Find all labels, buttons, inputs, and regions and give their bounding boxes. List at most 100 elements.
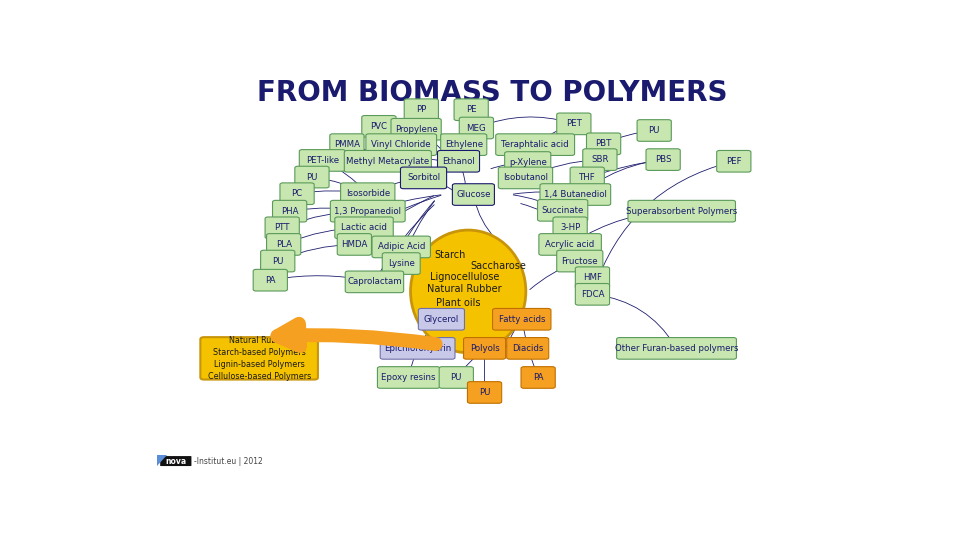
Text: PBT: PBT bbox=[595, 139, 612, 148]
FancyBboxPatch shape bbox=[616, 338, 736, 359]
FancyBboxPatch shape bbox=[439, 367, 473, 388]
FancyBboxPatch shape bbox=[380, 338, 455, 359]
FancyBboxPatch shape bbox=[280, 183, 314, 205]
Text: Vinyl Chloride: Vinyl Chloride bbox=[372, 140, 431, 149]
Text: Epoxy resins: Epoxy resins bbox=[381, 373, 436, 382]
Text: FROM BIOMASS TO POLYMERS: FROM BIOMASS TO POLYMERS bbox=[256, 79, 728, 107]
Text: PP: PP bbox=[417, 105, 426, 114]
Text: PA: PA bbox=[265, 276, 276, 285]
Text: THF: THF bbox=[579, 173, 595, 183]
FancyBboxPatch shape bbox=[646, 149, 681, 171]
Text: Lignocellulose: Lignocellulose bbox=[430, 272, 499, 282]
Text: Adipic Acid: Adipic Acid bbox=[377, 242, 425, 252]
Text: -Institut.eu | 2012: -Institut.eu | 2012 bbox=[194, 456, 263, 465]
FancyBboxPatch shape bbox=[583, 149, 617, 171]
FancyBboxPatch shape bbox=[492, 308, 551, 330]
Text: nova: nova bbox=[165, 456, 186, 465]
Text: PET-like: PET-like bbox=[306, 156, 339, 165]
Text: Fructose: Fructose bbox=[562, 256, 598, 266]
Text: Glucose: Glucose bbox=[456, 190, 491, 199]
FancyBboxPatch shape bbox=[267, 234, 300, 255]
FancyBboxPatch shape bbox=[160, 456, 191, 466]
FancyBboxPatch shape bbox=[341, 183, 395, 205]
FancyBboxPatch shape bbox=[335, 217, 394, 239]
Text: MEG: MEG bbox=[467, 124, 487, 132]
Text: Plant oils: Plant oils bbox=[436, 298, 481, 308]
FancyBboxPatch shape bbox=[273, 200, 307, 222]
Text: PMMA: PMMA bbox=[334, 140, 360, 149]
Text: PLA: PLA bbox=[276, 240, 292, 249]
FancyBboxPatch shape bbox=[637, 120, 671, 141]
Text: 1,4 Butanediol: 1,4 Butanediol bbox=[544, 190, 607, 199]
Text: PA: PA bbox=[533, 373, 543, 382]
FancyBboxPatch shape bbox=[441, 134, 487, 156]
Text: Ethanol: Ethanol bbox=[443, 157, 475, 166]
Text: Succinate: Succinate bbox=[541, 206, 584, 215]
FancyBboxPatch shape bbox=[253, 269, 287, 291]
FancyBboxPatch shape bbox=[570, 167, 605, 188]
Text: Methyl Metacrylate: Methyl Metacrylate bbox=[347, 157, 429, 166]
FancyBboxPatch shape bbox=[438, 151, 480, 172]
Text: PHA: PHA bbox=[281, 207, 299, 215]
Text: 3-HP: 3-HP bbox=[560, 224, 580, 232]
Text: Fatty acids: Fatty acids bbox=[498, 315, 545, 324]
Text: Saccharose: Saccharose bbox=[470, 261, 527, 271]
Text: Caprolactam: Caprolactam bbox=[348, 278, 402, 286]
Text: Propylene: Propylene bbox=[395, 125, 438, 134]
Text: p-Xylene: p-Xylene bbox=[509, 158, 546, 167]
FancyBboxPatch shape bbox=[538, 199, 588, 221]
Text: Ethylene: Ethylene bbox=[444, 140, 483, 149]
FancyBboxPatch shape bbox=[330, 200, 405, 222]
Text: PE: PE bbox=[466, 105, 476, 114]
FancyBboxPatch shape bbox=[260, 250, 295, 272]
FancyBboxPatch shape bbox=[454, 99, 489, 120]
FancyBboxPatch shape bbox=[337, 234, 372, 255]
Text: Natural Rubber
Starch-based Polymers
Lignin-based Polymers
Cellulose-based Polym: Natural Rubber Starch-based Polymers Lig… bbox=[207, 336, 311, 381]
FancyBboxPatch shape bbox=[587, 133, 621, 154]
FancyBboxPatch shape bbox=[498, 167, 553, 188]
FancyBboxPatch shape bbox=[557, 250, 603, 272]
Text: PU: PU bbox=[272, 256, 283, 266]
Text: Other Furan-based polymers: Other Furan-based polymers bbox=[614, 344, 738, 353]
Text: Teraphtalic acid: Teraphtalic acid bbox=[501, 140, 569, 149]
Text: PVC: PVC bbox=[371, 122, 388, 131]
FancyBboxPatch shape bbox=[495, 134, 575, 156]
FancyBboxPatch shape bbox=[391, 118, 442, 140]
Text: Diacids: Diacids bbox=[512, 344, 543, 353]
FancyBboxPatch shape bbox=[362, 116, 396, 137]
FancyBboxPatch shape bbox=[330, 134, 364, 156]
Text: PU: PU bbox=[648, 126, 660, 135]
Text: PC: PC bbox=[292, 189, 302, 198]
FancyBboxPatch shape bbox=[557, 113, 591, 134]
Text: Glycerol: Glycerol bbox=[423, 315, 459, 324]
FancyBboxPatch shape bbox=[459, 117, 493, 139]
Text: PEF: PEF bbox=[726, 157, 742, 166]
FancyBboxPatch shape bbox=[539, 234, 601, 255]
FancyBboxPatch shape bbox=[295, 166, 329, 188]
Text: PU: PU bbox=[479, 388, 491, 397]
Ellipse shape bbox=[411, 230, 526, 353]
Text: Epichlorohydrin: Epichlorohydrin bbox=[384, 344, 451, 353]
FancyBboxPatch shape bbox=[372, 236, 430, 258]
FancyBboxPatch shape bbox=[377, 367, 440, 388]
Text: Isobutanol: Isobutanol bbox=[503, 173, 548, 183]
Text: PET: PET bbox=[565, 119, 582, 129]
Text: Sorbitol: Sorbitol bbox=[407, 173, 440, 183]
Text: Lysine: Lysine bbox=[388, 259, 415, 268]
FancyBboxPatch shape bbox=[366, 134, 437, 156]
Text: PU: PU bbox=[450, 373, 462, 382]
Text: Acrylic acid: Acrylic acid bbox=[545, 240, 595, 249]
Text: PBS: PBS bbox=[655, 155, 671, 164]
FancyBboxPatch shape bbox=[346, 271, 403, 293]
Text: Isosorbide: Isosorbide bbox=[346, 189, 390, 198]
Text: Superabsorbent Polymers: Superabsorbent Polymers bbox=[626, 207, 737, 215]
Text: 1,3 Propanediol: 1,3 Propanediol bbox=[334, 207, 401, 215]
FancyBboxPatch shape bbox=[382, 253, 420, 274]
FancyBboxPatch shape bbox=[345, 151, 431, 172]
Text: ©: © bbox=[158, 456, 167, 465]
FancyBboxPatch shape bbox=[452, 184, 494, 205]
FancyBboxPatch shape bbox=[201, 337, 318, 380]
FancyBboxPatch shape bbox=[505, 152, 551, 173]
FancyBboxPatch shape bbox=[468, 382, 502, 403]
Text: PTT: PTT bbox=[275, 224, 290, 232]
